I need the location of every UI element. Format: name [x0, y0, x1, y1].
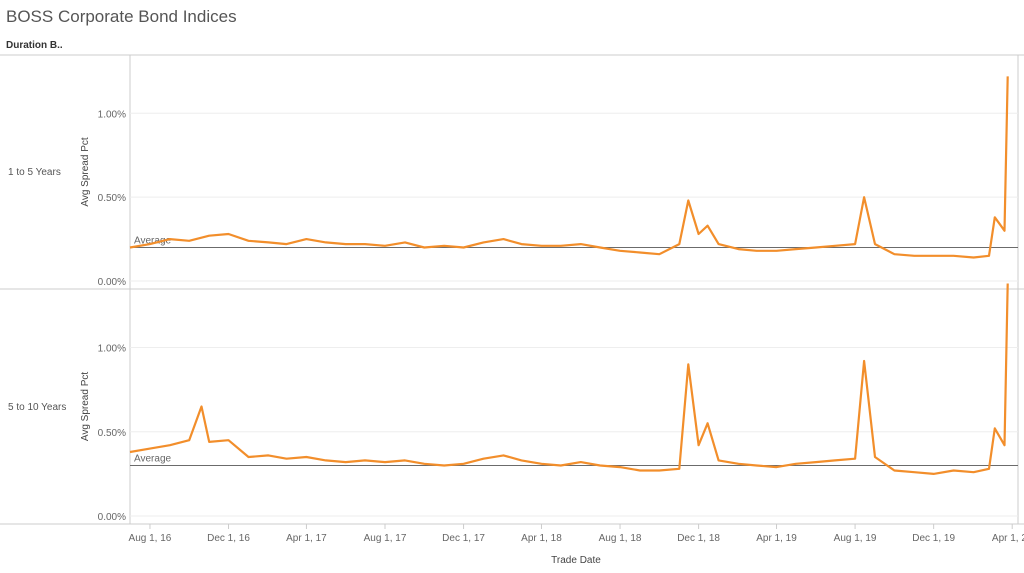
y-axis-title: Avg Spread Pct — [80, 137, 91, 207]
y-tick-label: 0.50% — [98, 428, 126, 439]
x-tick-label: Dec 1, 19 — [912, 533, 955, 544]
x-tick-label: Apr 1, 18 — [521, 533, 562, 544]
series-line — [129, 76, 1009, 259]
x-axis-title: Trade Date — [551, 555, 601, 566]
average-label: Average — [134, 453, 172, 464]
x-tick-label: Dec 1, 16 — [207, 533, 250, 544]
average-label: Average — [134, 235, 172, 246]
y-tick-label: 0.00% — [98, 512, 126, 523]
y-axis-title: Avg Spread Pct — [80, 372, 91, 442]
y-tick-label: 0.00% — [98, 277, 126, 288]
x-tick-label: Dec 1, 17 — [442, 533, 485, 544]
x-tick-label: Apr 1, 19 — [756, 533, 797, 544]
x-tick-label: Apr 1, 17 — [286, 533, 327, 544]
x-tick-label: Aug 1, 16 — [129, 533, 172, 544]
x-tick-label: Apr 1, 20 — [992, 533, 1024, 544]
x-tick-label: Aug 1, 19 — [834, 533, 877, 544]
y-tick-label: 1.00% — [98, 344, 126, 355]
x-tick-label: Aug 1, 17 — [364, 533, 407, 544]
y-tick-label: 0.50% — [98, 193, 126, 204]
x-tick-label: Dec 1, 18 — [677, 533, 720, 544]
chart-title: BOSS Corporate Bond Indices — [6, 7, 237, 26]
series-line — [129, 283, 1009, 475]
column-header-duration[interactable]: Duration B.. — [6, 40, 63, 51]
row-label-1-to-5: 1 to 5 Years — [8, 167, 61, 178]
x-tick-label: Aug 1, 18 — [599, 533, 642, 544]
row-label-5-to-10: 5 to 10 Years — [8, 402, 67, 413]
y-tick-label: 1.00% — [98, 109, 126, 120]
